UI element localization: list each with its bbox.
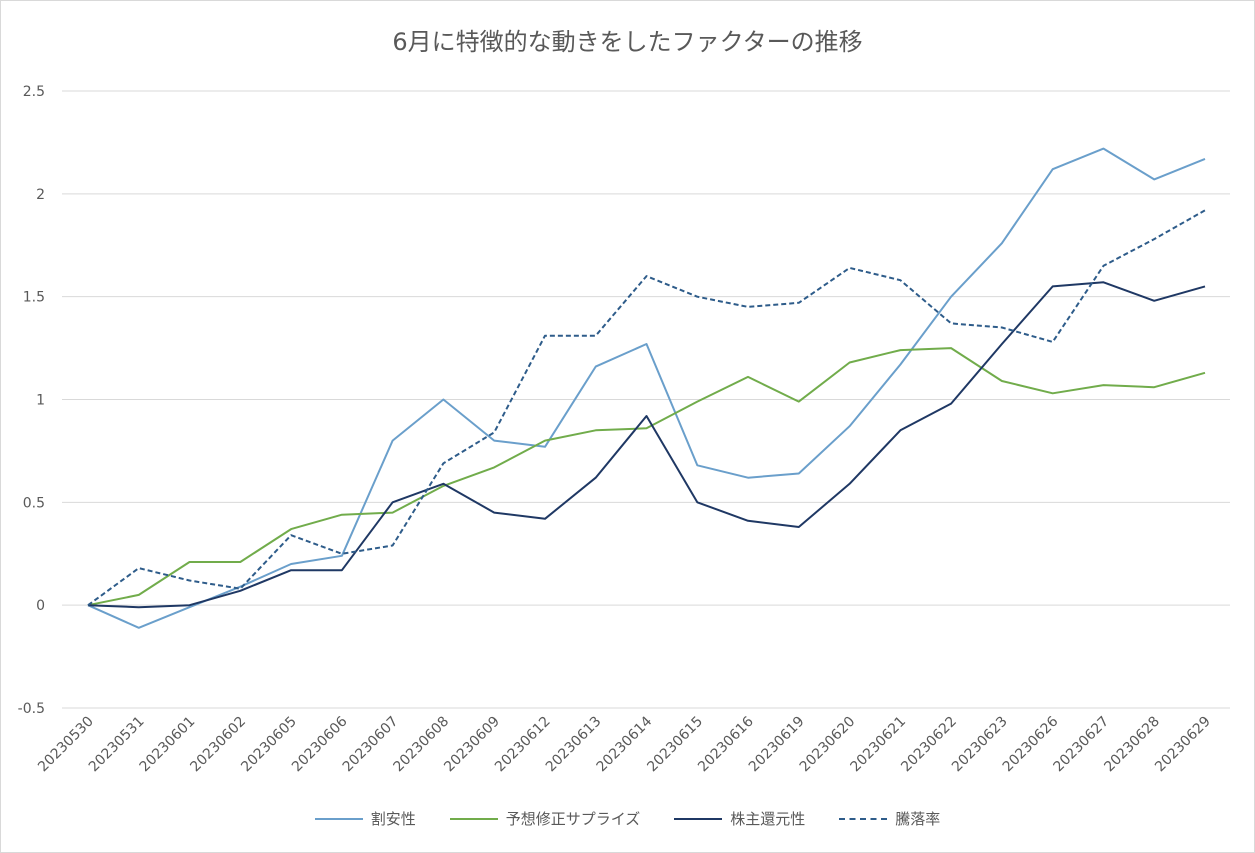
legend-item: 騰落率	[839, 808, 940, 829]
legend-swatch	[314, 817, 363, 820]
legend-label: 騰落率	[895, 810, 941, 828]
legend: 割安性 予想修正サプライズ 株主還元性 騰落率	[0, 808, 1255, 829]
legend-label: 予想修正サプライズ	[505, 810, 641, 828]
legend-item: 予想修正サプライズ	[449, 808, 641, 829]
legend-item: 割安性	[314, 808, 416, 829]
y-tick-label: 0.5	[23, 495, 45, 511]
series-line-2	[87, 281, 1206, 609]
series-line-3	[87, 209, 1206, 607]
y-tick-label: 2.5	[23, 84, 45, 100]
chart-title: 6月に特徴的な動きをしたファクターの推移	[392, 28, 863, 56]
y-axis-tick-labels: -0.5 0 0.5 1 1.5 2 2.5	[18, 84, 45, 717]
y-tick-label: 2	[36, 187, 45, 203]
y-tick-label: 0	[36, 598, 45, 614]
x-axis-tick-labels: 2023053020230531202306012023060220230605…	[35, 713, 1214, 775]
legend-item: 株主還元性	[674, 808, 805, 829]
legend-label: 割安性	[370, 810, 416, 828]
y-tick-label: -0.5	[18, 701, 45, 717]
gridlines	[62, 90, 1230, 709]
legend-swatch	[674, 817, 723, 820]
y-tick-label: 1.5	[23, 290, 45, 306]
y-tick-label: 1	[36, 393, 45, 409]
legend-swatch	[449, 817, 498, 820]
series-lines	[87, 147, 1206, 629]
legend-swatch	[839, 817, 888, 820]
legend-label: 株主還元性	[730, 810, 806, 828]
series-line-0	[87, 147, 1206, 629]
x-tick-label: 20230629	[1152, 714, 1214, 776]
series-line-1	[87, 347, 1206, 607]
